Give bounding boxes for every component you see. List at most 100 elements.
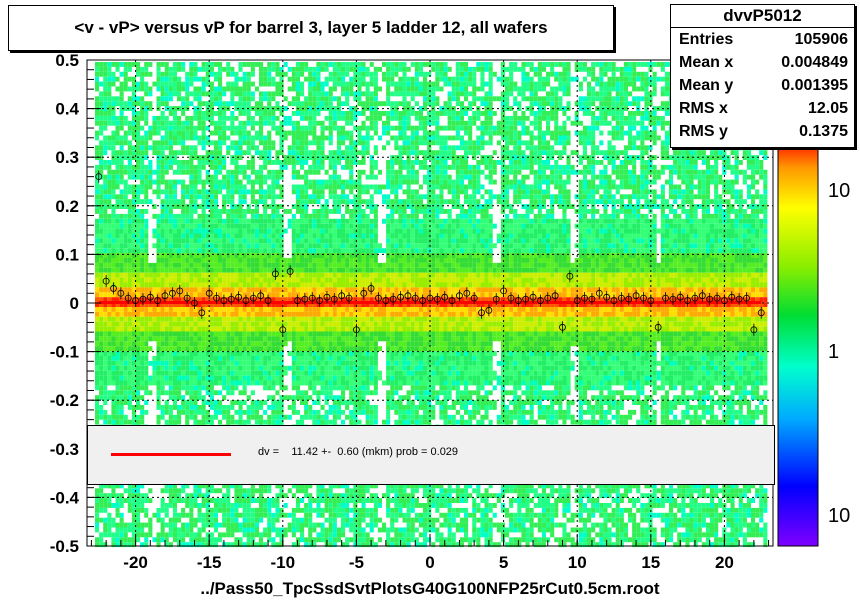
stats-label: Entries [679,31,734,48]
profile-point [146,293,154,301]
profile-point [640,294,647,302]
profile-point [684,297,692,304]
profile-point [286,268,294,275]
stats-label: Mean x [679,54,734,71]
profile-point [176,287,184,295]
profile-point [669,295,677,303]
profile-point [757,309,765,317]
profile-point [617,294,625,302]
profile-point [647,297,655,304]
profile-point [721,297,728,304]
palette-label: 10 [828,180,850,202]
profile-point [595,289,603,297]
profile-point [389,295,397,303]
y-tick-label: -0.3 [50,440,79,459]
y-tick-label: -0.1 [50,343,79,362]
profile-point [713,294,721,302]
profile-point [154,297,162,304]
color-palette [777,147,819,547]
stats-row: Mean x 0.004849 [671,51,854,74]
stats-label: RMS y [679,123,728,140]
x-tick-label: 10 [568,553,587,572]
profile-point [257,292,265,300]
stats-value: 0.001395 [781,77,848,94]
stats-box: dvvP5012 Entries 105906 Mean x 0.004849 … [670,4,855,148]
y-tick-label: 0.2 [55,197,79,216]
profile-point [124,294,132,302]
stats-value: 0.1375 [799,123,848,140]
stats-value: 0.004849 [781,54,848,71]
profile-point [691,294,699,302]
profile-point [573,297,581,304]
profile-point [264,297,272,304]
y-tick-label: 0.4 [55,100,79,119]
profile-point [662,294,669,302]
y-tick-label: 0.1 [55,245,79,264]
fit-legend: dv = 11.42 +- 0.60 (mkm) prob = 0.029 [87,425,775,485]
profile-point [213,294,220,302]
x-tick-label: -15 [197,553,222,572]
x-tick-label: 15 [641,553,660,572]
profile-point [463,289,471,297]
stats-value: 105906 [794,31,848,48]
profile-point [750,326,758,334]
profile-point [551,292,559,300]
profile-point [382,297,390,304]
profile-point [448,297,456,304]
profile-point [117,289,125,297]
stats-row: RMS y 0.1375 [671,120,854,143]
profile-point [456,292,463,300]
profile-point [235,293,243,301]
legend-line-swatch [111,453,231,456]
profile-point [419,297,427,304]
profile-point [566,272,574,280]
chart-title: <v - vP> versus vP for barrel 3, layer 5… [8,5,614,51]
profile-point [110,285,117,292]
profile-point [279,326,287,334]
profile-point [581,294,588,302]
profile-point [529,293,537,301]
profile-point [603,293,611,301]
profile-point [308,294,316,302]
profile-point [485,306,493,314]
profile-point [433,295,441,303]
profile-point [654,323,662,331]
x-tick-label: -20 [123,553,148,572]
profile-point [168,289,176,297]
x-tick-label: -5 [349,553,364,572]
profile-point [352,326,360,334]
stats-row: RMS x 12.05 [671,97,854,120]
profile-point [191,299,198,307]
profile-point [698,292,706,300]
profile-point [345,294,353,302]
profile-point [632,292,640,300]
profile-point [743,294,750,302]
y-tick-label: -0.5 [50,537,79,556]
profile-point [441,293,449,301]
profile-point [227,295,235,303]
profile-point [316,297,323,304]
profile-point [470,294,478,302]
profile-point [507,294,515,302]
profile-point [132,297,139,304]
y-tick-label: -0.4 [50,488,80,507]
x-tick-label: 20 [715,553,734,572]
profile-point [492,295,500,303]
x-tick-label: 0 [425,553,434,572]
profile-point [426,294,434,302]
profile-point [272,270,279,278]
y-tick-label: 0 [70,294,79,313]
profile-point [514,297,522,304]
profile-point [625,295,633,303]
profile-point [404,292,412,300]
y-tick-label: 0.5 [55,51,79,70]
profile-point [242,297,250,304]
profile-point [544,294,552,302]
profile-point [161,292,169,300]
profile-point [294,297,301,304]
profile-point [323,293,331,301]
file-path-label: ../Pass50_TpcSsdSvtPlotsG40G100NFP25rCut… [200,579,660,598]
profile-point [102,277,110,285]
stats-row: Entries 105906 [671,28,854,51]
profile-point [588,295,596,303]
